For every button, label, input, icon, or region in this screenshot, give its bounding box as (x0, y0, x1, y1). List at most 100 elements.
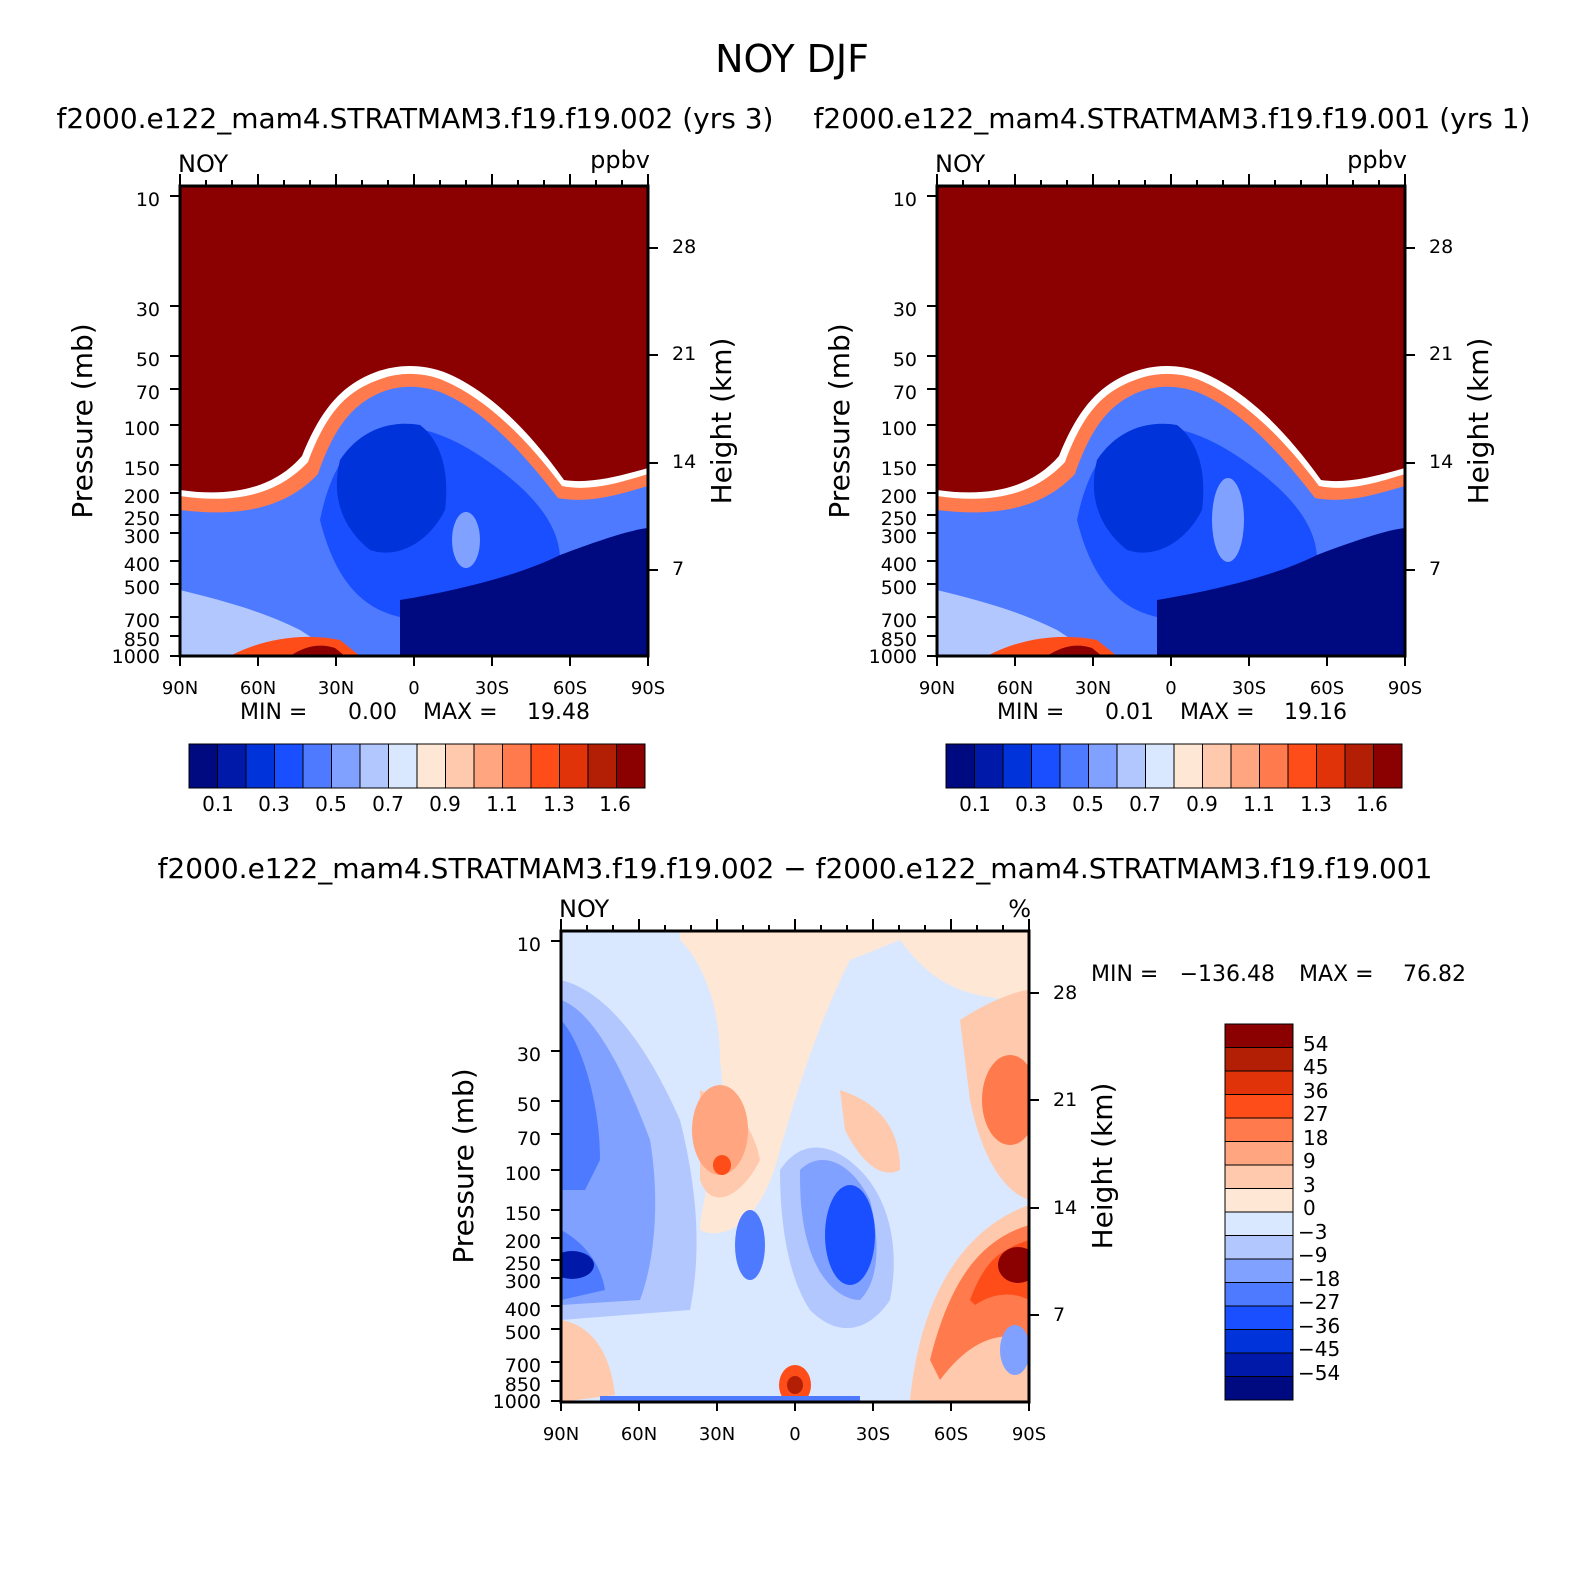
colorbar-label: 0.3 (258, 792, 290, 816)
colorbar-box (359, 743, 389, 789)
colorbar-box (1224, 1164, 1294, 1189)
panel-1-surface-band-core (290, 645, 345, 656)
y-tick-label: 100 (124, 418, 160, 440)
colorbar-box (473, 743, 503, 789)
y-tick-label: 100 (881, 418, 917, 440)
panel-1-stratosphere (180, 186, 648, 493)
y-tick-label: 100 (505, 1163, 541, 1185)
panel-1-ylabel-right: Height (km) (705, 338, 738, 505)
y-right-tick-label: 7 (1429, 558, 1441, 580)
diff-eq-blue-core (825, 1185, 875, 1285)
colorbar-box (1344, 743, 1374, 789)
colorbar-box (245, 743, 275, 789)
x-tick-label: 30N (1075, 678, 1111, 699)
colorbar-box (1224, 1141, 1294, 1166)
colorbar-box (416, 743, 446, 789)
colorbar-label: −45 (1298, 1337, 1340, 1361)
y-tick-label: 400 (881, 554, 917, 576)
panel-1-tick-lines (170, 174, 658, 666)
x-tick-label: 0 (1165, 678, 1176, 699)
panel-2-units-label: ppbv (1347, 146, 1407, 174)
y-tick-label: 150 (881, 458, 917, 480)
y-right-tick-label: 28 (1053, 982, 1077, 1004)
y-tick-label: 50 (136, 349, 160, 371)
panel-1-stats: MIN = 0.00 MAX = 19.48 (240, 700, 590, 725)
panel-1-y-right-tick-labels: 28 21 14 7 (672, 236, 696, 580)
y-tick-label: 500 (505, 1322, 541, 1344)
x-tick-label: 60N (997, 678, 1033, 699)
colorbar-label: −9 (1298, 1243, 1327, 1267)
colorbar-box (1287, 743, 1317, 789)
x-tick-label: 30S (856, 1424, 890, 1445)
colorbar-label: 54 (1303, 1032, 1328, 1056)
colorbar-box (1316, 743, 1346, 789)
panel-2-y-tick-labels: 10 30 50 70 100 150 200 250 300 400 500 … (869, 189, 917, 668)
y-tick-label: 200 (124, 486, 160, 508)
diff-eq-orange-core (713, 1155, 731, 1175)
x-tick-label: 60N (240, 678, 276, 699)
x-tick-label: 90S (1388, 678, 1422, 699)
panel-3-ylabel-right: Height (km) (1086, 1083, 1119, 1250)
panel-2-stratosphere (937, 186, 1405, 493)
x-tick-label: 30N (699, 1424, 735, 1445)
x-tick-label: 90S (631, 678, 665, 699)
y-tick-label: 400 (124, 554, 160, 576)
x-tick-label: 30S (475, 678, 509, 699)
max-label: MAX = (423, 700, 498, 725)
colorbar-label: 0.7 (1129, 792, 1161, 816)
colorbar-label: 0.9 (429, 792, 461, 816)
diff-nh-blue-mid (561, 1020, 600, 1190)
diff-sh-strat-orange (982, 1055, 1029, 1145)
panel-3-units-label: % (1008, 895, 1031, 923)
colorbar-label: −54 (1298, 1361, 1340, 1385)
colorbar-label: 0.5 (315, 792, 347, 816)
y-right-tick-label: 21 (672, 343, 696, 365)
x-tick-label: 30S (1232, 678, 1266, 699)
panel-3-x-tick-labels: 90N 60N 30N 0 30S 60S 90S (543, 1424, 1046, 1445)
colorbar-label: 1.3 (543, 792, 575, 816)
diff-eq-blue-left (735, 1210, 765, 1280)
y-tick-label: 50 (517, 1094, 541, 1116)
x-tick-label: 0 (789, 1424, 800, 1445)
panel-1-tropopause-red (180, 373, 648, 513)
y-tick-label: 500 (124, 577, 160, 599)
colorbar-label: −36 (1298, 1314, 1340, 1338)
y-right-tick-label: 14 (672, 451, 696, 473)
x-tick-label: 90N (162, 678, 198, 699)
colorbar-label: 0.1 (202, 792, 234, 816)
panel-2-surface-band-core (1047, 645, 1102, 656)
colorbar-label: 1.6 (1356, 792, 1388, 816)
diff-nh-blue-core (561, 1251, 594, 1279)
x-tick-label: 30N (318, 678, 354, 699)
x-tick-label: 60S (934, 1424, 968, 1445)
y-tick-label: 200 (505, 1231, 541, 1253)
y-tick-label: 150 (505, 1203, 541, 1225)
y-tick-label: 700 (505, 1355, 541, 1377)
x-tick-label: 60S (1310, 678, 1344, 699)
panel-2-x-tick-labels: 90N 60N 30N 0 30S 60S 90S (919, 678, 1422, 699)
colorbar-box (1002, 743, 1032, 789)
max-label: MAX = (1299, 962, 1374, 987)
y-right-tick-label: 14 (1053, 1197, 1077, 1219)
panel-2-stats: MIN = 0.01 MAX = 19.16 (997, 700, 1347, 725)
figure-title: NOY DJF (715, 37, 869, 81)
panel-2-ylabel: Pressure (mb) (823, 323, 856, 518)
y-tick-label: 250 (124, 508, 160, 530)
colorbar-box (1031, 743, 1061, 789)
x-tick-label: 60S (553, 678, 587, 699)
panel-1-variable-label: NOY (178, 150, 229, 178)
y-right-tick-label: 21 (1429, 343, 1453, 365)
colorbar-box (1224, 1047, 1294, 1072)
panel-3-colorbar-labels: 54 45 36 27 18 9 3 0 −3 −9 −18 −27 −36 −… (1298, 1032, 1340, 1385)
colorbar-label: −18 (1298, 1267, 1340, 1291)
colorbar-box (1224, 1023, 1294, 1048)
y-right-tick-label: 21 (1053, 1089, 1077, 1111)
colorbar-box (530, 743, 560, 789)
max-label: MAX = (1180, 700, 1255, 725)
panel-1-units-label: ppbv (590, 146, 650, 174)
colorbar-box (587, 743, 617, 789)
colorbar-label: 18 (1303, 1126, 1328, 1150)
min-value: 0.00 (348, 700, 397, 725)
x-tick-label: 90S (1012, 1424, 1046, 1445)
